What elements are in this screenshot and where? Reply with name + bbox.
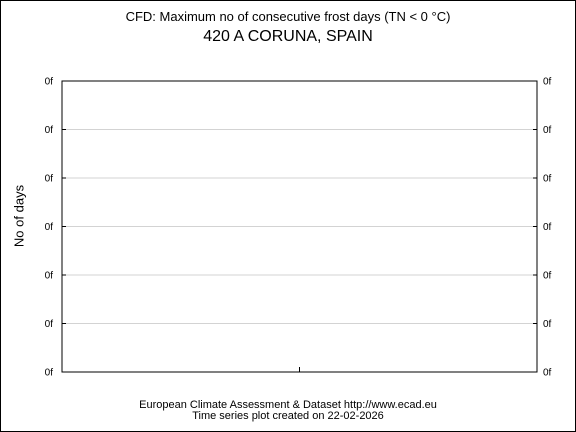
chart-subtitle: 420 A CORUNA, SPAIN bbox=[203, 28, 373, 45]
y-tick-label-left: 0f bbox=[45, 368, 54, 379]
y-tick-label-left: 0f bbox=[45, 125, 54, 136]
y-tick-label-right: 0f bbox=[543, 174, 552, 185]
y-tick-label-left: 0f bbox=[45, 77, 54, 88]
y-tick-label-right: 0f bbox=[543, 368, 552, 379]
tick-label-layer: 0f 0f 0f 0f 0f 0f 0f 0f 0f 0f 0f 0f 0f 0f bbox=[45, 77, 552, 379]
y-tick-label-right: 0f bbox=[543, 77, 552, 88]
tick-layer bbox=[62, 80, 537, 373]
y-tick-label-right: 0f bbox=[543, 319, 552, 330]
footer-created-date: Time series plot created on 22-02-2026 bbox=[192, 410, 384, 422]
y-tick-label-right: 0f bbox=[543, 271, 552, 282]
y-tick-label-left: 0f bbox=[45, 271, 54, 282]
y-tick-label-left: 0f bbox=[45, 319, 54, 330]
footer-source: European Climate Assessment & Dataset ht… bbox=[139, 399, 437, 411]
y-tick-label-right: 0f bbox=[543, 125, 552, 136]
y-tick-label-left: 0f bbox=[45, 222, 54, 233]
y-tick-label-right: 0f bbox=[543, 222, 552, 233]
grid-layer bbox=[62, 129, 537, 324]
chart-title: CFD: Maximum no of consecutive frost day… bbox=[125, 9, 451, 24]
y-tick-label-left: 0f bbox=[45, 174, 54, 185]
